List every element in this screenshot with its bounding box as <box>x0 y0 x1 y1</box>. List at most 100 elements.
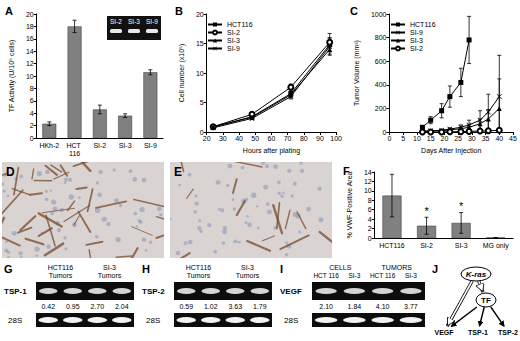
svg-text:30: 30 <box>219 135 227 142</box>
svg-text:1000: 1000 <box>371 11 387 18</box>
svg-text:HCT: HCT <box>66 142 82 149</box>
svg-text:H: H <box>142 263 150 275</box>
svg-text:400: 400 <box>375 81 387 88</box>
svg-text:SI-3: SI-3 <box>410 37 423 44</box>
svg-text:SI-3: SI-3 <box>227 37 240 44</box>
svg-text:SI-2: SI-2 <box>110 18 122 25</box>
svg-text:SI-3: SI-3 <box>128 18 140 25</box>
svg-text:Tumor Volume (mm³): Tumor Volume (mm³) <box>353 40 361 106</box>
svg-text:40: 40 <box>235 135 243 142</box>
svg-text:5: 5 <box>200 99 204 106</box>
svg-text:TSP-2: TSP-2 <box>498 329 518 336</box>
svg-text:SI-3: SI-3 <box>455 242 468 249</box>
svg-text:HCT116: HCT116 <box>379 242 405 249</box>
svg-text:4: 4 <box>30 110 34 117</box>
svg-text:E: E <box>174 165 182 179</box>
svg-text:HCT116: HCT116 <box>186 264 212 271</box>
svg-text:116: 116 <box>69 150 80 157</box>
svg-text:5: 5 <box>401 135 405 142</box>
svg-text:HCT 116: HCT 116 <box>370 272 396 279</box>
svg-text:20: 20 <box>196 11 204 18</box>
svg-text:6: 6 <box>368 206 372 213</box>
svg-text:C: C <box>350 5 358 17</box>
svg-text:*: * <box>459 200 464 212</box>
svg-text:TSP-2: TSP-2 <box>142 287 165 296</box>
svg-text:% VWF-Positive Area: % VWF-Positive Area <box>346 171 353 238</box>
svg-text:Cell number (x10⁵): Cell number (x10⁵) <box>178 44 186 103</box>
svg-text:80: 80 <box>300 135 308 142</box>
svg-text:0: 0 <box>30 135 34 142</box>
svg-text:2.70: 2.70 <box>90 303 104 310</box>
svg-text:*: * <box>424 205 429 217</box>
svg-text:J: J <box>432 263 438 275</box>
svg-text:45: 45 <box>509 135 517 142</box>
svg-text:CELLS: CELLS <box>329 264 352 271</box>
svg-text:200: 200 <box>375 105 387 112</box>
svg-text:3.77: 3.77 <box>404 303 418 310</box>
svg-text:SI-9: SI-9 <box>410 29 423 36</box>
svg-text:28S: 28S <box>146 316 160 325</box>
svg-text:15: 15 <box>196 40 204 47</box>
svg-text:8: 8 <box>368 197 372 204</box>
svg-text:0: 0 <box>368 235 372 242</box>
svg-text:0.42: 0.42 <box>41 303 55 310</box>
svg-text:HCT116: HCT116 <box>227 21 253 28</box>
svg-text:VEGF: VEGF <box>280 287 302 296</box>
svg-text:2: 2 <box>30 122 34 129</box>
svg-text:1.84: 1.84 <box>348 303 362 310</box>
svg-text:TF Activity (U/10⁶ cells): TF Activity (U/10⁶ cells) <box>8 40 16 113</box>
svg-text:TSP-1: TSP-1 <box>468 329 488 336</box>
svg-text:SI-9: SI-9 <box>144 142 157 149</box>
svg-text:28S: 28S <box>8 316 22 325</box>
svg-text:Tumors: Tumors <box>236 272 260 279</box>
svg-text:G: G <box>4 263 13 275</box>
svg-text:HKh-2: HKh-2 <box>39 142 59 149</box>
svg-text:90: 90 <box>316 135 324 142</box>
svg-text:10: 10 <box>26 73 34 80</box>
svg-text:20: 20 <box>26 11 34 18</box>
svg-text:SI-3: SI-3 <box>103 264 116 271</box>
svg-text:16: 16 <box>26 35 34 42</box>
svg-text:14: 14 <box>26 48 34 55</box>
svg-text:VEGF: VEGF <box>434 329 454 336</box>
svg-text:I: I <box>280 263 283 275</box>
svg-text:10: 10 <box>196 70 204 77</box>
svg-text:15: 15 <box>427 135 435 142</box>
svg-text:SI-3: SI-3 <box>119 142 132 149</box>
svg-text:F: F <box>343 165 350 177</box>
svg-text:10: 10 <box>413 135 421 142</box>
svg-text:Hours after plating: Hours after plating <box>243 147 300 155</box>
svg-text:TUMORS: TUMORS <box>382 264 413 271</box>
svg-text:2.10: 2.10 <box>319 303 333 310</box>
svg-text:3.63: 3.63 <box>228 303 242 310</box>
svg-text:10: 10 <box>364 187 372 194</box>
svg-text:0: 0 <box>388 135 392 142</box>
svg-text:Days After Injection: Days After Injection <box>421 147 481 155</box>
svg-text:SI-3: SI-3 <box>348 272 360 279</box>
svg-text:40: 40 <box>495 135 503 142</box>
svg-text:0.59: 0.59 <box>179 303 193 310</box>
svg-text:28S: 28S <box>284 316 298 325</box>
svg-text:0.95: 0.95 <box>66 303 80 310</box>
svg-text:SI-2: SI-2 <box>410 45 423 52</box>
svg-text:Tumors: Tumors <box>98 272 122 279</box>
svg-text:SI-2: SI-2 <box>93 142 106 149</box>
svg-text:20: 20 <box>440 135 448 142</box>
svg-text:HCT116: HCT116 <box>48 264 74 271</box>
svg-text:HCT 116: HCT 116 <box>313 272 339 279</box>
svg-text:30: 30 <box>468 135 476 142</box>
svg-text:60: 60 <box>268 135 276 142</box>
svg-text:TF: TF <box>481 296 491 305</box>
svg-text:20: 20 <box>203 135 211 142</box>
svg-text:SI-2: SI-2 <box>420 242 433 249</box>
svg-text:600: 600 <box>375 58 387 65</box>
svg-text:4: 4 <box>368 216 372 223</box>
svg-text:Tumors: Tumors <box>49 272 73 279</box>
svg-text:12: 12 <box>26 60 34 67</box>
svg-text:D: D <box>6 165 15 179</box>
svg-text:1.02: 1.02 <box>204 303 218 310</box>
svg-text:4.10: 4.10 <box>376 303 390 310</box>
svg-text:2.04: 2.04 <box>115 303 129 310</box>
svg-text:SI-2: SI-2 <box>227 29 240 36</box>
svg-text:MG only: MG only <box>483 242 510 250</box>
